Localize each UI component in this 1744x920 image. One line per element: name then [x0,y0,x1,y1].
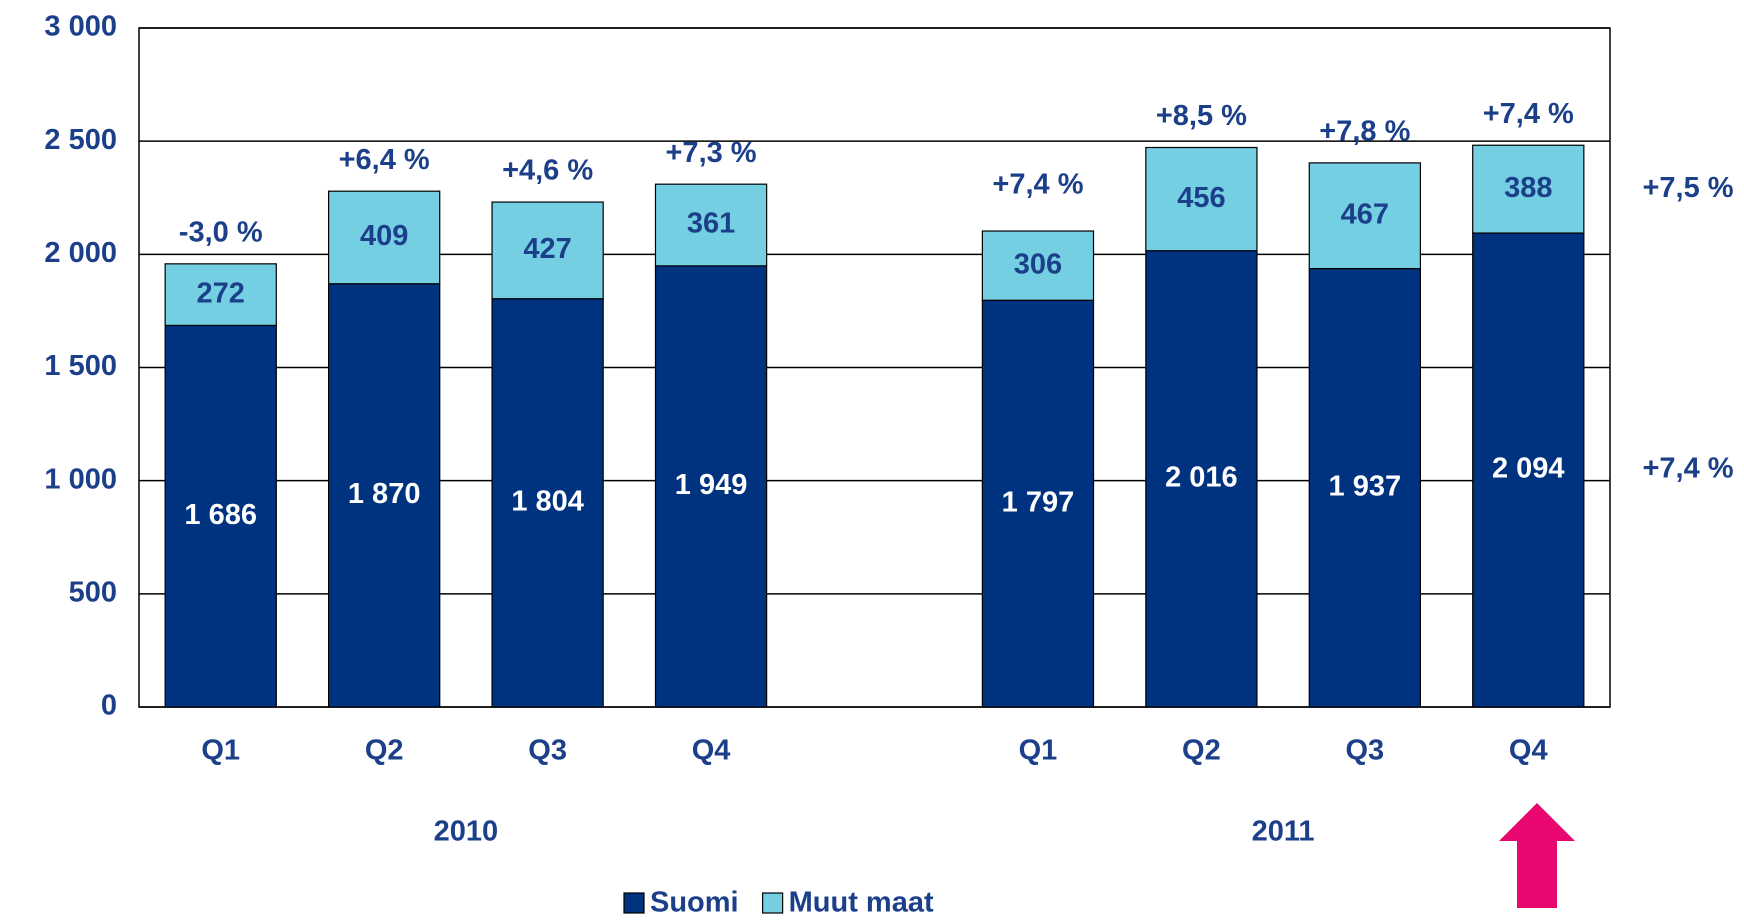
value-label: 272 [197,277,245,309]
value-label: 306 [1014,248,1062,280]
x-tick-label: Q4 [1509,735,1548,767]
side-annotation: +7,5 % [1642,172,1733,204]
value-label: 361 [687,208,735,240]
y-tick-label: 1 500 [44,350,117,382]
value-label: 2 094 [1492,453,1565,485]
side-annotation: +7,4 % [1642,453,1733,485]
x-tick-label: Q3 [528,735,567,767]
bar-segment [1145,250,1258,708]
growth-label: +7,4 % [992,169,1083,201]
growth-label: -3,0 % [179,216,263,248]
value-label: 467 [1341,198,1389,230]
value-label: 456 [1177,182,1225,214]
bar-segment [1145,146,1258,252]
value-label: 1 949 [675,469,748,501]
legend-label: Muut maat [789,887,934,919]
bar-segment [327,283,441,708]
group-label: 2010 [434,816,499,848]
value-label: 1 686 [184,499,257,531]
legend-label: Suomi [650,887,739,919]
value-label: 1 937 [1329,470,1402,502]
growth-label: +7,4 % [1483,98,1574,130]
growth-label: +7,3 % [666,137,757,169]
group-label: 2011 [1252,816,1315,848]
x-tick-label: Q1 [1019,735,1058,767]
bar-segment [981,299,1095,708]
plot-frame [138,27,1611,708]
legend-swatch [762,892,784,914]
bar-segment [164,324,277,708]
y-tick-label: 1 000 [44,463,117,495]
bar-segment [1308,267,1422,708]
bar-segment [1308,162,1422,270]
x-tick-label: Q4 [692,735,731,767]
bar-segment [491,298,604,708]
x-tick-label: Q2 [365,735,404,767]
growth-label: +8,5 % [1156,100,1247,132]
value-label: 1 797 [1002,486,1075,518]
value-label: 1 804 [511,486,584,518]
bar-segment [327,190,441,285]
growth-label: +7,8 % [1319,116,1410,148]
value-label: 388 [1504,172,1552,204]
y-tick-label: 500 [69,576,117,608]
x-tick-label: Q1 [201,735,240,767]
bar-segment [1472,232,1585,708]
y-tick-label: 2 500 [44,124,117,156]
bar-segment [164,263,277,327]
x-tick-label: Q3 [1345,735,1384,767]
x-tick-label: Q2 [1182,735,1221,767]
growth-label: +4,6 % [502,155,593,187]
highlight-arrow [1499,803,1575,908]
bar-segment [1472,144,1585,234]
value-label: 2 016 [1165,462,1238,494]
value-label: 409 [360,220,408,252]
y-tick-label: 2 000 [44,237,117,269]
bar-segment [654,183,768,267]
legend-swatch [623,892,645,914]
value-label: 1 870 [348,478,421,510]
y-tick-label: 0 [101,690,117,722]
value-label: 427 [523,233,571,265]
y-tick-label: 3 000 [44,11,117,43]
bar-segment [981,230,1095,301]
growth-label: +6,4 % [339,144,430,176]
bar-segment [491,201,604,300]
bar-segment [654,265,768,708]
